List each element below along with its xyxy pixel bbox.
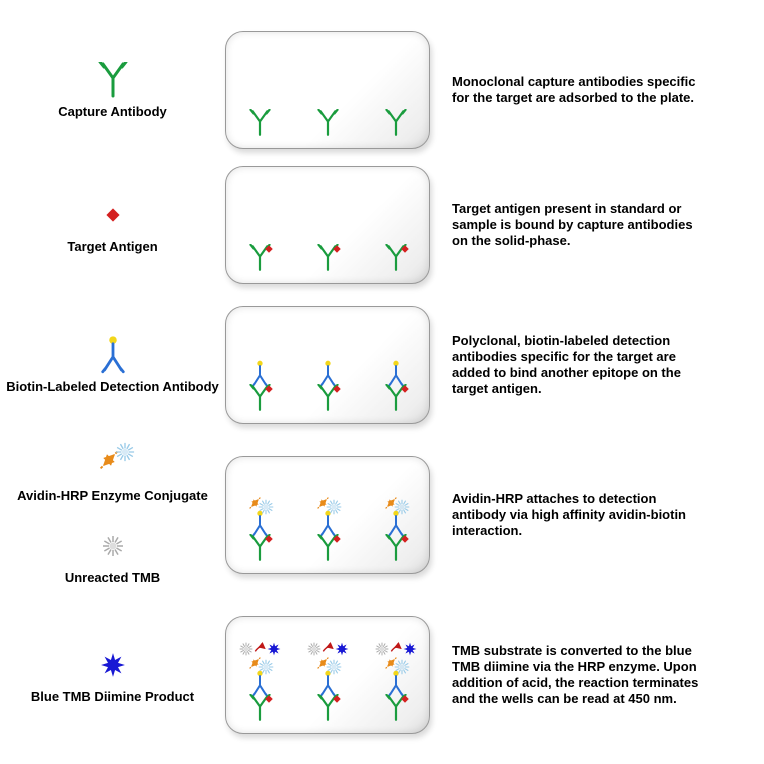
molecule-stack xyxy=(308,642,348,725)
step-description: Polyclonal, biotin-labeled detection ant… xyxy=(430,333,700,398)
molecule-stack xyxy=(240,642,280,725)
legend-label: Blue TMB Diimine Product xyxy=(31,689,194,705)
hrp-icon xyxy=(93,444,133,484)
tmbUnreacted-icon xyxy=(93,526,133,566)
legend-3: Biotin-Labeled Detection Antibody xyxy=(0,335,225,395)
molecule-stack xyxy=(240,109,280,140)
well-step-2 xyxy=(225,166,430,284)
well-contents xyxy=(226,109,429,140)
molecule-stack xyxy=(308,109,348,140)
molecule-stack xyxy=(376,642,416,725)
legend-label: Capture Antibody xyxy=(58,104,167,120)
legend-1: Capture Antibody xyxy=(0,60,225,120)
molecule-stack xyxy=(308,359,348,415)
legend-label-2: Unreacted TMB xyxy=(65,570,160,586)
legend-2: Target Antigen xyxy=(0,195,225,255)
well-step-4 xyxy=(225,456,430,574)
tmbBlue-icon xyxy=(93,645,133,685)
molecule-stack xyxy=(376,244,416,275)
molecule-stack xyxy=(376,494,416,565)
well-step-3 xyxy=(225,306,430,424)
well-contents xyxy=(226,359,429,415)
molecule-stack xyxy=(376,359,416,415)
legend-label: Target Antigen xyxy=(67,239,157,255)
step-row-2: Target Antigen Target antigen present in … xyxy=(0,160,764,290)
well-step-5 xyxy=(225,616,430,734)
molecule-stack xyxy=(308,244,348,275)
detectionAb-icon xyxy=(93,335,133,375)
well-step-1 xyxy=(225,31,430,149)
legend-label: Avidin-HRP Enzyme Conjugate xyxy=(17,488,208,504)
legend-5: Blue TMB Diimine Product xyxy=(0,645,225,705)
step-description: Target antigen present in standard or sa… xyxy=(430,201,700,250)
step-row-3: Biotin-Labeled Detection Antibody Polyclo… xyxy=(0,290,764,440)
captureAb-icon xyxy=(93,60,133,100)
step-row-5: Blue TMB Diimine Product TMB substrate is… xyxy=(0,590,764,760)
step-description: TMB substrate is converted to the blue T… xyxy=(430,643,700,708)
molecule-stack xyxy=(308,494,348,565)
molecule-stack xyxy=(376,109,416,140)
antigen-icon xyxy=(93,195,133,235)
legend-label: Biotin-Labeled Detection Antibody xyxy=(6,379,219,395)
well-contents xyxy=(226,642,429,725)
well-contents xyxy=(226,494,429,565)
step-description: Monoclonal capture antibodies specific f… xyxy=(430,74,700,107)
step-description: Avidin-HRP attaches to detection antibod… xyxy=(430,491,700,540)
molecule-stack xyxy=(240,494,280,565)
step-row-1: Capture Antibody Monoclonal capture antib… xyxy=(0,20,764,160)
step-row-4: Avidin-HRP Enzyme Conjugate Unreacted TMB… xyxy=(0,440,764,590)
molecule-stack xyxy=(240,244,280,275)
legend-4: Avidin-HRP Enzyme Conjugate Unreacted TMB xyxy=(0,444,225,585)
well-contents xyxy=(226,244,429,275)
molecule-stack xyxy=(240,359,280,415)
